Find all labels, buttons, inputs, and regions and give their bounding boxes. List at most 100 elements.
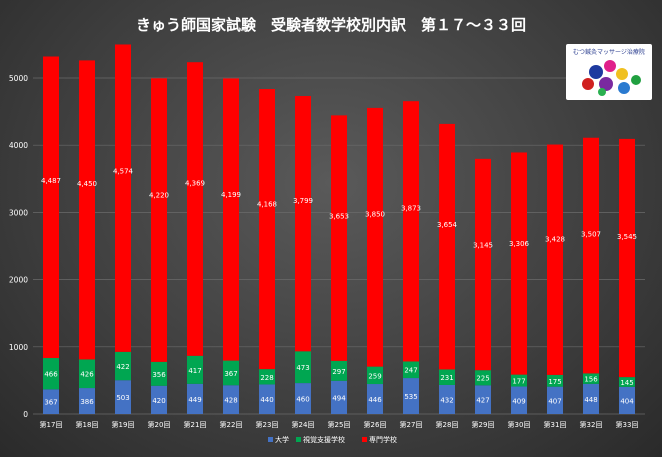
legend-swatch[interactable] [268, 437, 273, 442]
data-label: 420 [152, 397, 165, 405]
data-label: 3,654 [437, 221, 458, 229]
x-tick-label: 第17回 [40, 420, 63, 429]
bar-segment [439, 123, 455, 370]
x-tick-label: 第23回 [256, 420, 279, 429]
bar-segment [79, 60, 95, 360]
data-label: 4,574 [113, 168, 134, 176]
bar-segment [403, 101, 419, 362]
bar-segment [547, 374, 563, 387]
legend-label[interactable]: 専門学校 [369, 435, 397, 444]
bar-segment [79, 359, 95, 389]
x-tick-label: 第26回 [364, 420, 387, 429]
data-label: 449 [188, 396, 201, 404]
bar-segment [583, 137, 599, 374]
legend-label[interactable]: 視覚支援学校 [303, 435, 345, 444]
logo-text: むつ鍼灸マッサージ治療院 [573, 49, 645, 56]
data-label: 404 [620, 397, 634, 405]
bar-segment [223, 385, 239, 414]
data-label: 356 [152, 371, 166, 379]
data-label: 3,507 [581, 231, 601, 239]
data-label: 145 [620, 379, 633, 387]
x-tick-label: 第29回 [472, 420, 495, 429]
y-axis: 0 1000 2000 3000 4000 5000 [9, 74, 28, 419]
data-label: 3,873 [401, 204, 421, 212]
bar-segment [367, 384, 383, 414]
data-label: 503 [116, 394, 129, 402]
data-label: 228 [260, 374, 273, 382]
data-label: 417 [188, 367, 201, 375]
x-axis: 第17回 第18回 第19回 第20回 第21回 第22回 第23回 第24回 第25回 第26回… [40, 420, 639, 429]
x-tick-label: 第22回 [220, 420, 243, 429]
data-label: 4,199 [221, 191, 241, 199]
data-label: 427 [476, 397, 489, 405]
bars [43, 44, 635, 414]
bar-segment [475, 158, 491, 371]
bar-segment [439, 369, 455, 385]
x-tick-label: 第19回 [112, 420, 135, 429]
data-label: 367 [44, 399, 57, 407]
data-label: 156 [584, 376, 598, 384]
data-label: 386 [80, 398, 94, 406]
bar-segment [151, 78, 167, 362]
x-tick-label: 第25回 [328, 420, 351, 429]
data-label: 3,306 [509, 240, 530, 248]
data-label: 3,850 [365, 211, 385, 219]
data-label: 426 [80, 371, 94, 379]
data-label: 407 [548, 397, 561, 405]
bar-segment [115, 380, 131, 414]
legend-swatch[interactable] [296, 437, 301, 442]
data-label: 3,428 [545, 235, 565, 243]
data-label: 247 [404, 367, 417, 375]
data-label: 4,168 [257, 201, 277, 209]
x-tick-label: 第32回 [580, 420, 603, 429]
clinic-logo: むつ鍼灸マッサージ治療院 [566, 44, 652, 100]
data-label: 4,487 [41, 177, 61, 185]
bar-segment [403, 361, 419, 379]
legend-label[interactable]: 大学 [275, 435, 289, 444]
data-label: 231 [440, 374, 453, 382]
bar-segment [115, 44, 131, 352]
bar-segment [403, 378, 419, 414]
bar-segment [475, 385, 491, 414]
bar-segment [295, 351, 311, 384]
y-tick-label: 1000 [9, 343, 28, 352]
bar-segment [295, 96, 311, 352]
data-label: 259 [368, 372, 381, 380]
legend[interactable]: 大学 視覚支援学校 専門学校 [268, 435, 397, 444]
x-tick-label: 第31回 [544, 420, 567, 429]
bar-segment [115, 351, 131, 381]
y-tick-label: 4000 [9, 141, 28, 150]
bar-segment [331, 115, 347, 361]
data-label: 440 [260, 396, 273, 404]
bar-segment [583, 383, 599, 414]
bar-segment [259, 89, 275, 370]
legend-swatch[interactable] [362, 437, 367, 442]
bar-segment [331, 380, 347, 414]
x-tick-label: 第27回 [400, 420, 423, 429]
data-label: 175 [548, 378, 561, 386]
bar-segment [223, 78, 239, 361]
x-tick-label: 第21回 [184, 420, 207, 429]
data-label: 446 [368, 396, 382, 404]
bar-segment [223, 360, 239, 386]
data-label: 177 [512, 378, 525, 386]
data-label: 409 [512, 397, 525, 405]
bar-segment [475, 370, 491, 386]
bar-segment [331, 360, 347, 381]
bar-segment [295, 383, 311, 414]
x-tick-label: 第18回 [76, 420, 99, 429]
data-labels: 367 466 4,487 386 426 4,450 503 422 4,574 420 356 4… [41, 168, 637, 407]
data-label: 494 [332, 394, 346, 402]
bar-segment [547, 386, 563, 414]
data-label: 3,545 [617, 233, 637, 241]
x-tick-label: 第24回 [292, 420, 315, 429]
bar-segment [187, 62, 203, 356]
data-label: 460 [296, 396, 309, 404]
bar-segment [43, 56, 59, 359]
bar-segment [187, 355, 203, 384]
chart-title: きゅう師国家試験 受験者数学校別内訳 第１７～３３回 [136, 16, 526, 34]
data-label: 432 [440, 396, 453, 404]
data-label: 3,799 [293, 197, 313, 205]
data-label: 473 [296, 364, 309, 372]
